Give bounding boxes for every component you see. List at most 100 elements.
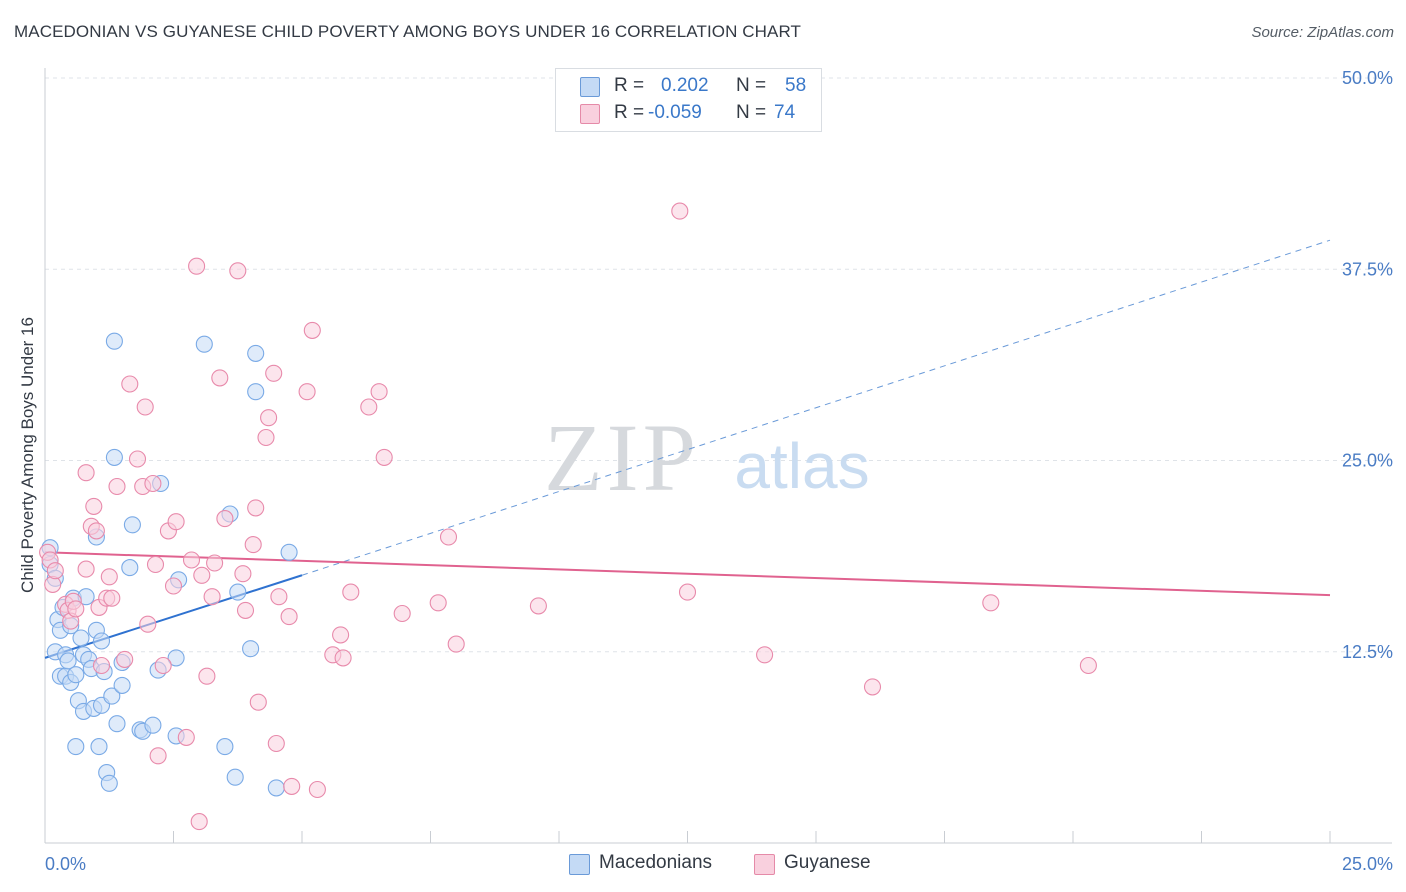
point-guyanese [270,588,288,606]
trend-lines [44,239,1331,659]
point-guyanese [206,554,224,572]
watermark-atlas: atlas [734,430,869,502]
point-macedonians [108,715,126,733]
point-macedonians [267,779,285,797]
point-guyanese [177,728,195,746]
point-macedonians [113,676,131,694]
point-guyanese [149,747,167,765]
point-macedonians [195,335,213,353]
watermark: ZIP atlas [544,404,870,511]
point-guyanese [188,257,206,275]
point-macedonians [92,632,111,650]
point-guyanese [982,594,1000,612]
y-tick-label: 25.0% [1342,451,1393,471]
stats-legend: R = 0.202 N = 58 R = -0.059 N = 74 [555,68,822,132]
point-guyanese [154,656,172,675]
point-guyanese [167,513,185,531]
point-macedonians [167,649,185,667]
point-guyanese [334,649,352,667]
trendline-macedonians-extension [301,239,1331,576]
point-guyanese [439,528,458,546]
point-guyanese [87,522,105,540]
point-guyanese [100,568,118,586]
point-guyanese [332,626,350,644]
point-guyanese [1079,656,1097,675]
chart-title: MACEDONIAN VS GUYANESE CHILD POVERTY AMO… [14,22,802,41]
point-guyanese [121,375,139,393]
point-macedonians [280,543,298,561]
point-guyanese [182,551,201,569]
point-guyanese [756,646,774,664]
point-guyanese [92,656,111,675]
point-macedonians [229,583,247,601]
legend-n-value: 58 [785,75,807,96]
legend-swatch-guyanese [580,104,600,124]
point-guyanese [249,693,267,711]
point-guyanese [298,383,316,401]
point-macedonians [72,629,90,647]
point-guyanese [265,364,283,382]
point-guyanese [260,409,278,427]
point-guyanese [370,383,388,401]
legend-r-value: -0.059 [648,102,702,123]
point-macedonians [67,666,85,684]
point-guyanese [342,583,360,601]
point-guyanese [234,565,252,583]
point-guyanese [203,588,221,606]
source-label: Source: ZipAtlas.com [1251,24,1394,41]
point-guyanese [190,813,208,831]
point-guyanese [85,497,103,515]
legend-r-value: 0.202 [661,75,709,96]
point-guyanese [236,601,255,619]
point-guyanese [77,560,95,578]
point-macedonians [247,383,265,401]
point-macedonians [144,716,162,734]
point-guyanese [108,477,126,496]
point-macedonians [90,738,108,756]
gridlines [45,77,1392,653]
legend-r-label: R = [614,102,645,123]
point-macedonians [105,332,123,350]
point-macedonians [59,652,77,670]
point-guyanese [216,510,234,528]
point-guyanese [429,594,447,612]
point-macedonians [247,344,265,362]
point-guyanese [308,780,326,799]
point-guyanese [144,474,162,493]
bottom-legend-swatch-guyanese [754,854,775,875]
watermark-zip: ZIP [544,404,700,511]
point-guyanese [283,777,301,795]
y-tick-label: 12.5% [1342,642,1393,662]
point-macedonians [123,516,141,534]
point-guyanese [103,589,121,607]
bottom-legend-label: Macedonians [599,852,713,873]
point-guyanese [447,635,465,653]
trendline-guyanese [44,551,1331,597]
bottom-legend-label: Guyanese [784,852,871,873]
point-macedonians [100,774,118,792]
point-guyanese [360,398,378,416]
point-macedonians [216,738,234,756]
point-guyanese [375,448,393,466]
point-guyanese [116,650,134,668]
point-guyanese [198,667,216,685]
point-guyanese [164,577,183,595]
point-guyanese [139,615,157,633]
point-guyanese [863,678,882,696]
y-tick-label: 50.0% [1342,68,1393,88]
data-points [39,202,1097,831]
x-tick-label: 0.0% [45,854,86,874]
point-guyanese [229,262,247,280]
point-guyanese [671,202,689,220]
point-guyanese [247,499,265,517]
point-guyanese [244,536,262,554]
point-macedonians [226,768,244,786]
y-tick-label: 37.5% [1342,259,1393,279]
point-guyanese [678,583,697,601]
point-macedonians [67,738,85,756]
point-guyanese [393,604,411,623]
point-guyanese [67,600,85,618]
point-guyanese [146,555,165,574]
point-guyanese [267,734,285,753]
